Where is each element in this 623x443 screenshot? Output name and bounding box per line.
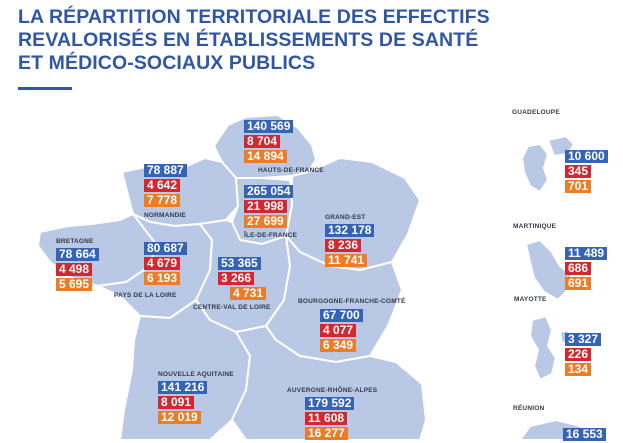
page-title: LA RÉPARTITION TERRITORIALE DES EFFECTIF… — [18, 6, 490, 75]
grand-est-shape — [285, 157, 421, 271]
title-underline — [18, 87, 72, 90]
normandie-shape — [121, 157, 239, 227]
title-line-3: ET MÉDICO-SOCIAUX PUBLICS — [18, 52, 316, 74]
title-line-2: REVALORISÉS EN ÉTABLISSEMENTS DE SANTÉ — [18, 29, 479, 51]
mayotte-shape — [529, 315, 557, 381]
martinique-shape — [525, 239, 573, 301]
reunion-shape — [519, 419, 597, 440]
guadeloupe-shape — [521, 143, 549, 193]
auvergne-rhone-alpes-shape — [231, 325, 427, 440]
guadeloupe-shape-east — [547, 135, 575, 157]
hauts-de-france-shape — [213, 114, 317, 179]
ile-de-france-shape — [231, 177, 293, 245]
title-line-1: LA RÉPARTITION TERRITORIALE DES EFFECTIF… — [18, 6, 490, 28]
mayotte-shape-islet — [559, 329, 571, 345]
